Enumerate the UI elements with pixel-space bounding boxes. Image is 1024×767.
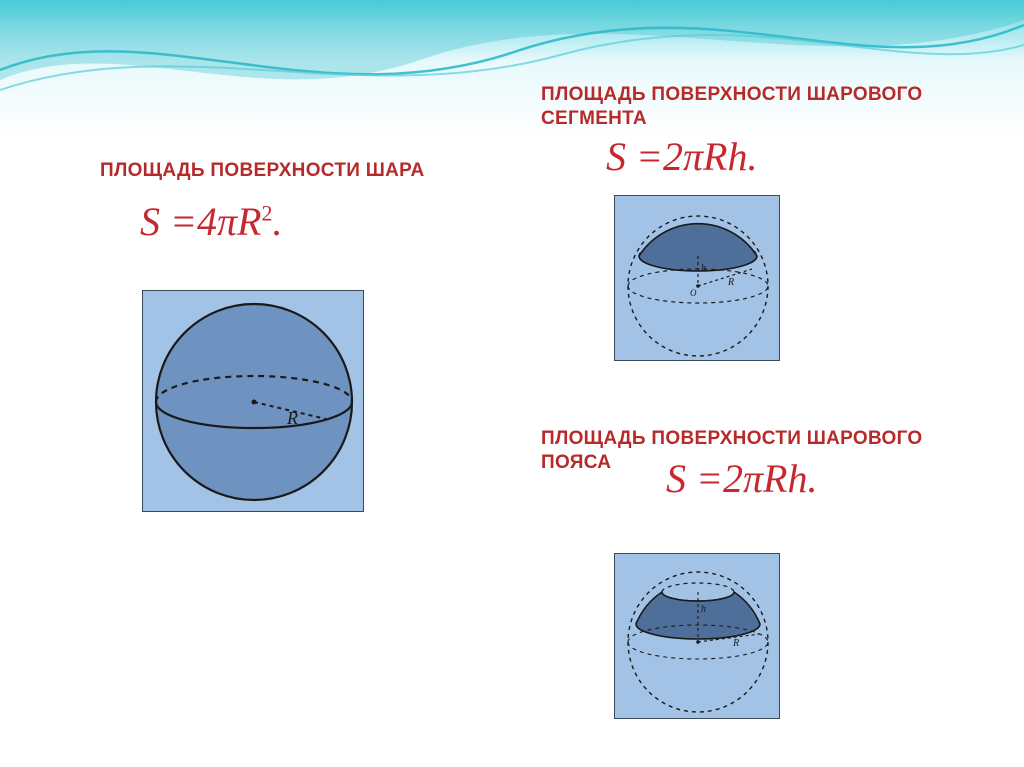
segment-r-label: R bbox=[727, 277, 734, 288]
segment-h-label: h bbox=[701, 263, 706, 274]
segment-surface-area-formula: S =2πRh. bbox=[606, 133, 757, 180]
zone-r-label: R bbox=[732, 638, 739, 649]
sphere-surface-area-heading: ПЛОЩАДЬ ПОВЕРХНОСТИ ШАРА bbox=[100, 160, 425, 182]
zone-diagram: h R bbox=[614, 553, 780, 719]
segment-diagram: h R O bbox=[614, 195, 780, 361]
segment-surface-area-heading: ПЛОЩАДЬ ПОВЕРХНОСТИ ШАРОВОГО СЕГМЕНТА bbox=[541, 83, 923, 131]
zone-surface-area-formula: S =2πRh. bbox=[666, 455, 817, 502]
zone-h-label: h bbox=[701, 604, 706, 615]
segment-o-label: O bbox=[690, 288, 697, 298]
sphere-diagram: R bbox=[142, 290, 364, 512]
sphere-surface-area-formula: S =4πR2. bbox=[140, 198, 282, 245]
sphere-radius-label: R bbox=[286, 408, 298, 428]
